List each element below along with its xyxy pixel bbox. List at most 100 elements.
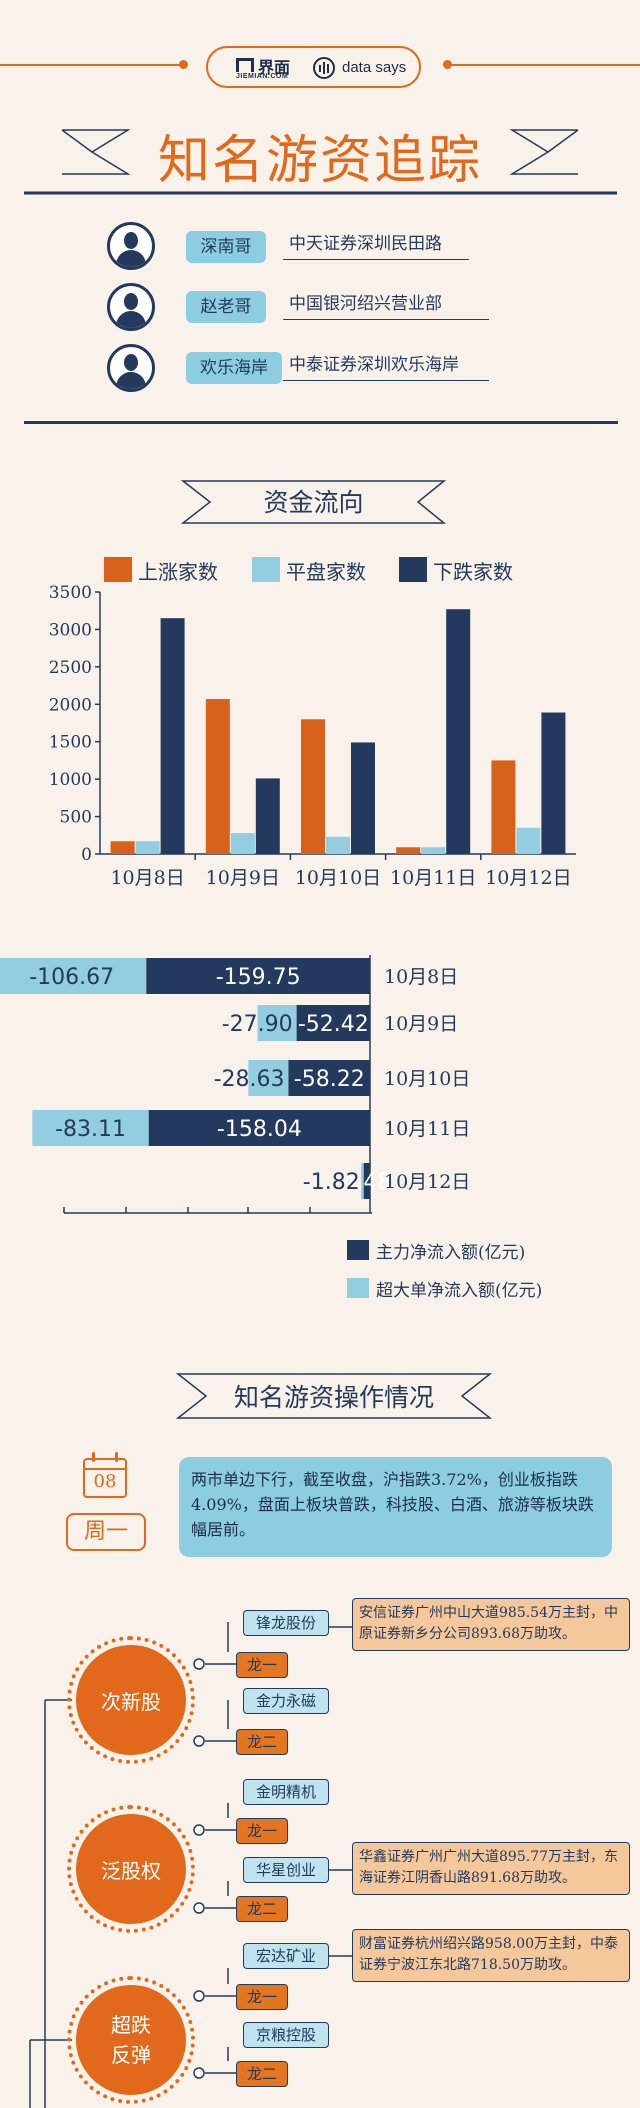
inflow-bar-chart: -159.75 -106.67 10月8日 -52.42-27.90 10月9日 -58.…	[0, 955, 470, 1214]
category-name-line1: 超跌	[111, 2013, 151, 2037]
x-tick-label: 10月8日	[110, 867, 184, 889]
stock-name: 华星创业	[243, 1857, 329, 1883]
category-name: 次新股	[76, 1645, 186, 1755]
y-tick-label: 1000	[49, 770, 92, 790]
y-tick-label: 3000	[49, 620, 92, 640]
y-category-label: 10月9日	[384, 1013, 458, 1035]
legend-swatch-main	[347, 1240, 369, 1260]
header-dot-right	[443, 60, 452, 69]
value-label-main: -159.75	[216, 965, 301, 990]
bar-super	[32, 1110, 149, 1146]
legend-swatch-super	[347, 1278, 369, 1298]
section-title-fund: 资金流向	[263, 488, 364, 517]
brand-en: JIEMIAN.COM	[236, 73, 289, 80]
section-banner-fund	[180, 480, 447, 524]
bar-main	[296, 1005, 370, 1041]
bar-flat	[230, 833, 255, 854]
y-category-label: 10月12日	[384, 1171, 470, 1193]
avatar-icon	[107, 222, 155, 270]
date-number: 08	[93, 1471, 117, 1492]
value-label-main: -52.42	[298, 1012, 369, 1037]
bar-main	[288, 1060, 370, 1096]
category-ring	[67, 1805, 195, 1933]
header-line-right	[450, 64, 640, 66]
stock-name: 锋龙股份	[243, 1610, 329, 1636]
value-label-super: -83.11	[55, 1117, 126, 1142]
section-divider	[24, 421, 618, 424]
trader-branch: 中国银河绍兴营业部	[283, 289, 489, 320]
breadth-bar-chart: 0 500 1000 1500 2000 2500 3000 3500 10月8日 10月9日 10…	[49, 583, 576, 889]
legend-label-main: 主力净流入额(亿元)	[376, 1243, 526, 1263]
bar-flat	[135, 841, 160, 854]
avatar-icon	[107, 283, 155, 331]
bar-fall	[255, 778, 280, 854]
trader-branch: 中天证券深圳民田路	[283, 229, 469, 260]
bar-main	[363, 1163, 370, 1199]
data-says-icon	[313, 57, 335, 79]
stock-name: 金明精机	[243, 1779, 329, 1805]
legend-label-fall: 下跌家数	[433, 560, 513, 584]
value-label-main: -158.04	[217, 1117, 302, 1142]
bar-rise	[301, 719, 325, 854]
trader-name: 赵老哥	[186, 291, 266, 323]
section-banner-ops	[175, 1373, 493, 1419]
bar-rise	[205, 699, 230, 854]
legend-swatch-flat	[252, 557, 280, 582]
day-summary: 两市单边下行，截至收盘，沪指跌3.72%，创业板指跌4.09%，盘面上板块普跌，…	[179, 1457, 612, 1557]
trader-name: 欢乐海岸	[186, 352, 282, 384]
header-line-left	[0, 64, 180, 66]
stock-rank: 龙一	[236, 1984, 288, 2010]
bar-fall	[541, 712, 566, 854]
stock-rank: 龙一	[236, 1818, 288, 1844]
bar-rise	[110, 841, 135, 854]
data-says-text: data says	[342, 59, 407, 76]
category-note: 华鑫证券广州广州大道895.77万主封，东海证券江阴香山路891.68万助攻。	[352, 1842, 630, 1895]
bar-super	[257, 1005, 297, 1041]
jiemian-logo-icon	[236, 58, 254, 72]
bar-super	[248, 1060, 289, 1096]
stock-rank: 龙二	[236, 2061, 288, 2087]
bar-fall	[446, 609, 471, 854]
value-label-super: -28.63	[214, 1067, 285, 1092]
value-label-main: 4.48	[342, 1170, 391, 1195]
title-banner-frame	[24, 129, 617, 195]
category-ring	[67, 1636, 195, 1764]
x-tick-label: 10月11日	[390, 867, 476, 889]
x-tick-label: 10月9日	[206, 867, 280, 889]
bar-flat	[421, 847, 446, 854]
brand-pill: 界面 JIEMIAN.COM data says	[206, 46, 421, 88]
value-label-super: -106.67	[29, 965, 114, 990]
stock-name: 宏达矿业	[243, 1943, 329, 1969]
bar-super	[361, 1163, 364, 1199]
brand-cn: 界面	[258, 60, 291, 77]
category-name-line2: 反弹	[111, 2043, 151, 2067]
stock-rank: 龙二	[236, 1896, 288, 1922]
bar-fall	[160, 618, 185, 854]
y-category-label: 10月11日	[384, 1118, 470, 1140]
category-note: 财富证券杭州绍兴路958.00万主封，中泰证券宁波江东北路718.50万助攻。	[352, 1929, 630, 1982]
category-ring	[67, 1976, 195, 2104]
category-note: 安信证券广州中山大道985.54万主封，中原证券新乡分公司893.68万助攻。	[352, 1598, 630, 1651]
x-tick-label: 10月10日	[295, 867, 381, 889]
value-label-super: -27.90	[222, 1012, 293, 1037]
category-name: 泛股权	[76, 1814, 186, 1924]
bar-rise	[396, 847, 421, 854]
legend-swatch-rise	[104, 557, 132, 582]
x-tick-label: 10月12日	[485, 867, 571, 889]
bar-main	[146, 958, 370, 994]
legend-swatch-fall	[399, 557, 427, 582]
legend-label-flat: 平盘家数	[286, 560, 366, 584]
stock-name: 京粮控股	[243, 2022, 329, 2048]
section-title-ops: 知名游资操作情况	[233, 1383, 434, 1412]
bar-flat	[326, 836, 350, 854]
trader-name: 深南哥	[186, 231, 266, 263]
value-label-super: -1.82	[303, 1170, 360, 1195]
y-tick-label: 500	[60, 808, 92, 828]
bar-main	[148, 1110, 370, 1146]
y-tick-label: 2500	[49, 658, 92, 678]
category-name: 超跌 反弹	[76, 1985, 186, 2095]
page-title: 知名游资追踪	[157, 131, 482, 191]
stock-rank: 龙一	[236, 1652, 288, 1678]
legend-label-rise: 上涨家数	[138, 560, 218, 584]
